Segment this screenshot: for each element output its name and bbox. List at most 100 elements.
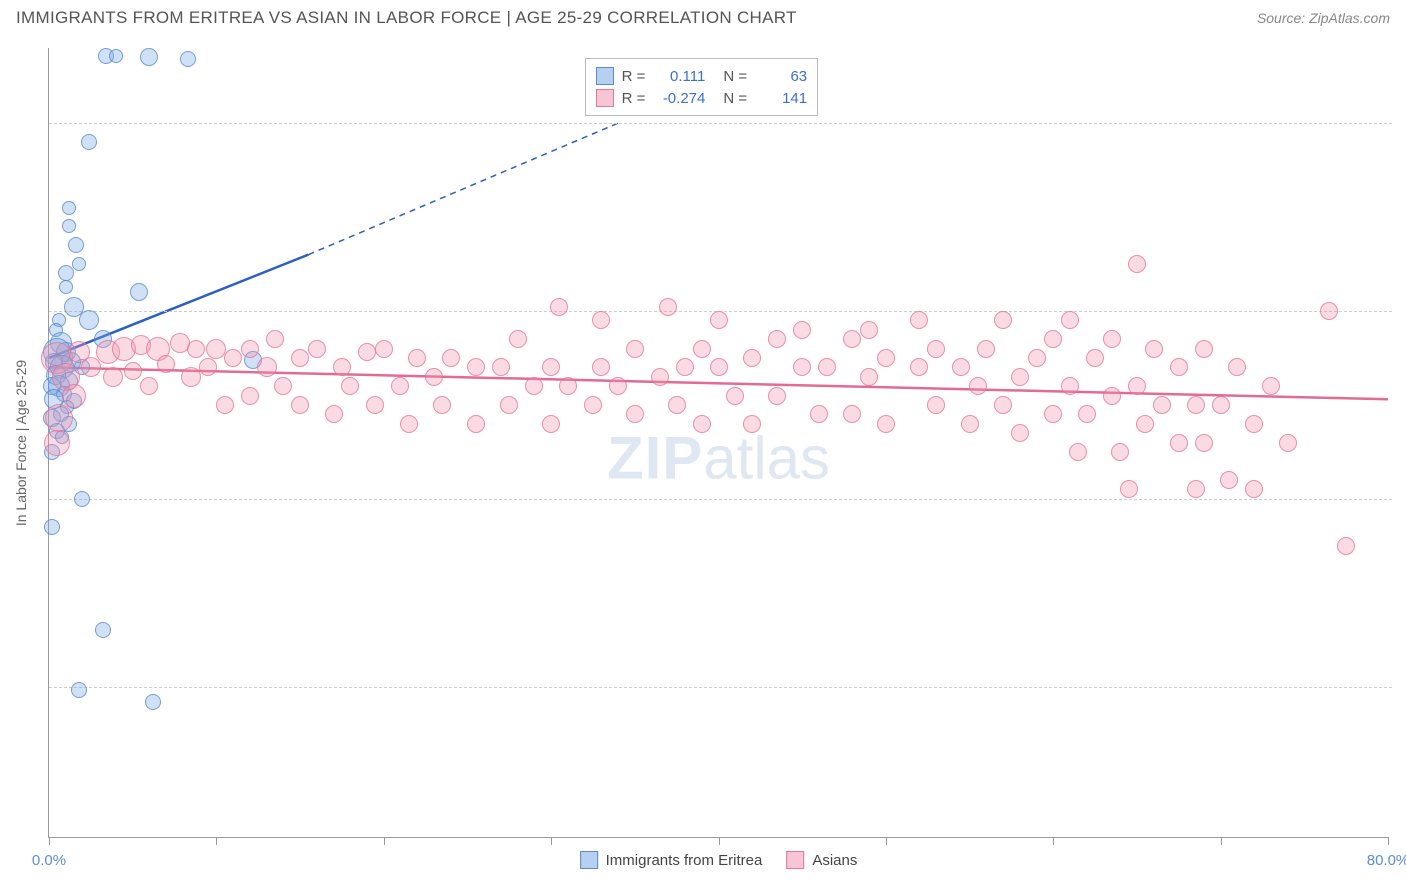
data-point [1136,415,1154,433]
data-point [693,415,711,433]
data-point [391,377,409,395]
data-point [266,330,284,348]
data-point [1086,349,1104,367]
data-point [1153,396,1171,414]
data-point [145,694,161,710]
data-point [59,280,73,294]
data-point [584,396,602,414]
stats-row: R =-0.274N =141 [596,87,808,109]
data-point [358,343,376,361]
data-point [743,349,761,367]
gridline [49,499,1392,500]
data-point [969,377,987,395]
chart-title: IMMIGRANTS FROM ERITREA VS ASIAN IN LABO… [16,8,797,28]
data-point [542,415,560,433]
legend-swatch [580,851,598,869]
x-tick [384,837,385,845]
legend-label: Immigrants from Eritrea [606,852,763,869]
scatter-chart: In Labor Force | Age 25-29 ZIPatlas R =0… [48,48,1388,838]
data-point [400,415,418,433]
n-label: N = [723,90,747,107]
data-point [651,368,669,386]
data-point [860,368,878,386]
data-point [180,51,196,67]
legend-label: Asians [812,852,857,869]
data-point [1044,405,1062,423]
r-label: R = [622,90,646,107]
data-point [1061,311,1079,329]
x-tick [1388,837,1389,845]
watermark: ZIPatlas [607,424,830,493]
gridline [49,687,1392,688]
data-point [341,377,359,395]
data-point [793,321,811,339]
data-point [1111,443,1129,461]
data-point [79,310,99,330]
data-point [1011,368,1029,386]
data-point [95,622,111,638]
data-point [810,405,828,423]
data-point [1120,480,1138,498]
x-tick-label: 0.0% [32,852,66,869]
data-point [62,219,76,233]
data-point [542,358,560,376]
legend-item: Asians [786,851,857,869]
r-label: R = [622,68,646,85]
data-point [442,349,460,367]
legend-swatch [596,89,614,107]
data-point [910,358,928,376]
data-point [710,311,728,329]
data-point [74,491,90,507]
data-point [109,49,123,63]
data-point [659,298,677,316]
data-point [818,358,836,376]
data-point [241,387,259,405]
x-tick [551,837,552,845]
data-point [1128,377,1146,395]
data-point [408,349,426,367]
data-point [877,349,895,367]
data-point [103,367,123,387]
data-point [977,340,995,358]
data-point [1145,340,1163,358]
data-point [1069,443,1087,461]
y-tick-label: 100.0% [1396,115,1406,132]
data-point [626,405,644,423]
x-tick [216,837,217,845]
data-point [187,340,205,358]
data-point [44,430,70,456]
data-point [768,330,786,348]
data-point [291,396,309,414]
data-point [1170,358,1188,376]
data-point [291,349,309,367]
legend-swatch [786,851,804,869]
data-point [1187,396,1205,414]
y-tick-label: 90.0% [1396,303,1406,320]
data-point [1337,537,1355,555]
data-point [308,340,326,358]
data-point [1195,434,1213,452]
data-point [1061,377,1079,395]
data-point [592,311,610,329]
data-point [525,377,543,395]
x-tick [719,837,720,845]
n-label: N = [723,68,747,85]
data-point [45,404,73,432]
x-tick [886,837,887,845]
data-point [425,368,443,386]
data-point [843,330,861,348]
data-point [1245,480,1263,498]
data-point [71,682,87,698]
data-point [492,358,510,376]
data-point [860,321,878,339]
data-point [467,358,485,376]
legend-swatch [596,67,614,85]
data-point [81,134,97,150]
data-point [1220,471,1238,489]
data-point [693,340,711,358]
data-point [1228,358,1246,376]
data-point [140,48,158,66]
data-point [500,396,518,414]
data-point [1128,255,1146,273]
data-point [44,519,60,535]
